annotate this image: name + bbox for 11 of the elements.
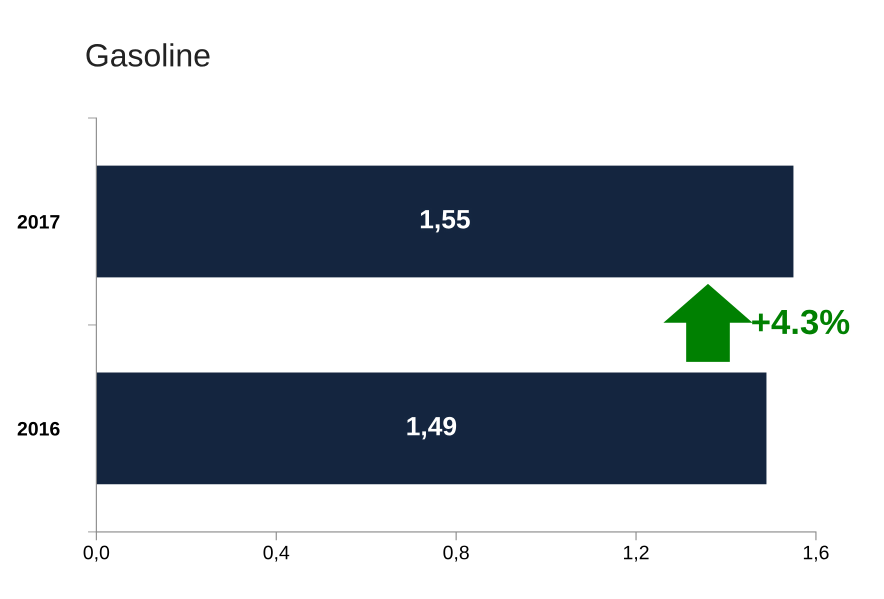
annotation: +4.3% (752, 310, 850, 334)
x-tick-label: 1,2 (624, 546, 649, 562)
data-label: 1,55 (420, 210, 470, 232)
x-tick-label: 0,0 (84, 546, 110, 562)
x-tick-label: 0,8 (443, 546, 469, 562)
y-tick-label: 2017 (18, 214, 60, 229)
data-label: 1,49 (407, 416, 456, 440)
y-tick-label: 2016 (18, 422, 60, 436)
x-tick-label: 0,4 (263, 546, 290, 562)
x-tick-label: 1,6 (804, 546, 829, 562)
chart-title: Gasoline (86, 43, 210, 67)
